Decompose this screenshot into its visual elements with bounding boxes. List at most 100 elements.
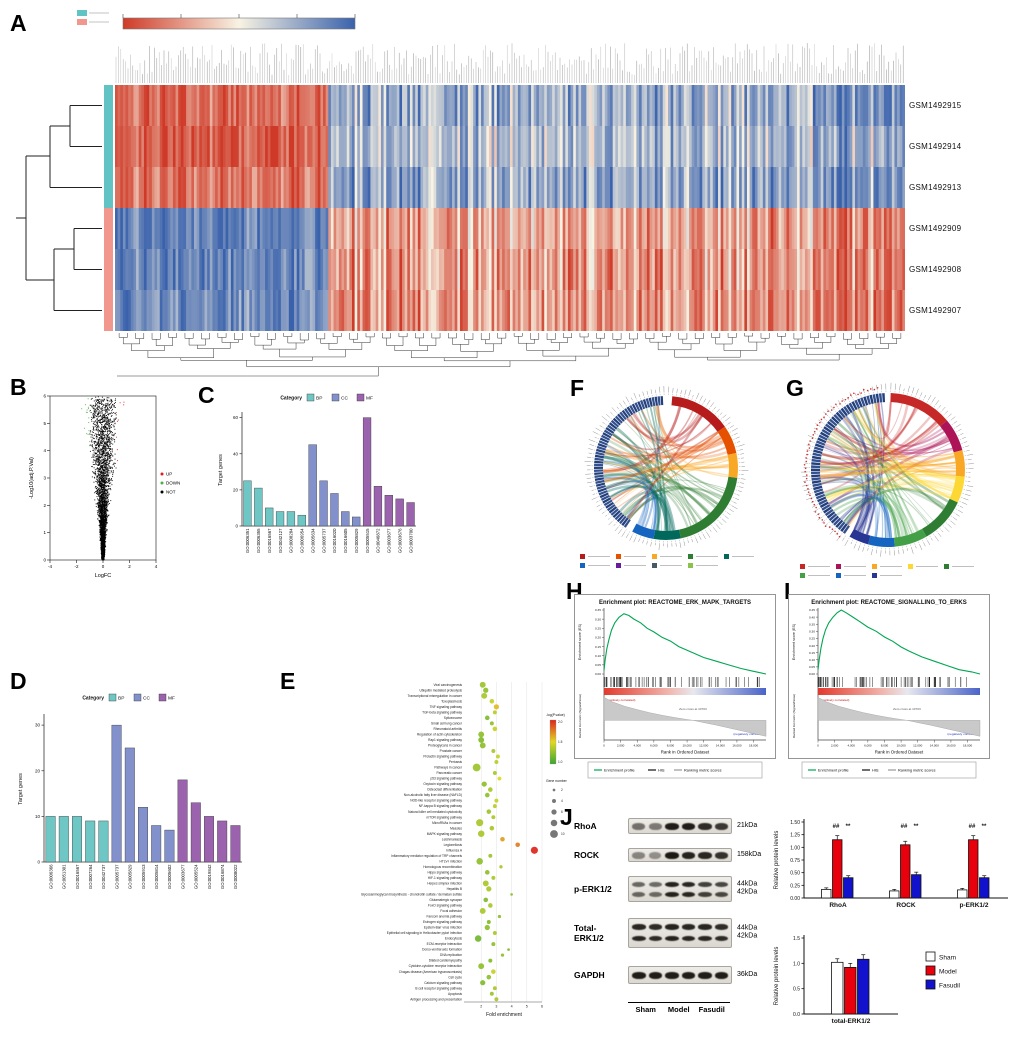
protein-label: p-ERK1/2 xyxy=(574,884,612,894)
x-tick-label: GO:0016567 xyxy=(267,528,272,553)
blot-strip xyxy=(628,818,732,834)
legend-label: MF xyxy=(366,396,373,402)
y-tick-label: 1.0 xyxy=(793,961,800,967)
pathway-dot xyxy=(530,846,538,854)
go-bar xyxy=(72,816,82,863)
go-bar xyxy=(341,511,350,527)
legend-label: Hits xyxy=(872,769,879,773)
protein-band xyxy=(648,891,662,898)
legend-label: Model xyxy=(939,969,957,976)
kda-label: 36kDa xyxy=(737,971,757,979)
category-label: ROCK xyxy=(896,902,915,909)
pathway-dot xyxy=(492,931,497,936)
sample-label: GSM1492907 xyxy=(909,306,962,315)
pathway-dot xyxy=(488,958,493,963)
y-axis-label: Target genes xyxy=(218,454,224,486)
pathway-label: Prostate cancer xyxy=(440,749,463,753)
kda-line: 42kDa xyxy=(737,933,758,940)
protein-band xyxy=(648,972,663,979)
go-bar xyxy=(204,816,214,863)
pathway-dot xyxy=(483,897,489,903)
pathway-dot xyxy=(488,853,493,858)
x-tick-label: 3 xyxy=(495,1005,497,1009)
gsea-plot-erk-mapk-targets: Enrichment plot: REACTOME_ERK_MAPK_TARGE… xyxy=(574,594,776,779)
x-tick-label: GO:0005602 xyxy=(167,864,172,889)
es-tick-label: 0.35 xyxy=(809,622,815,626)
chord-diagram-f xyxy=(566,386,771,576)
gsea-plot-signalling-to-erks: Enrichment plot: REACTOME_SIGNALLING_TO_… xyxy=(788,594,990,779)
x-tick-label: GO:0003676 xyxy=(397,528,402,553)
protein-band xyxy=(714,881,728,888)
pathway-label: Herpes simplex infection xyxy=(427,881,462,885)
size-legend-dot xyxy=(552,788,556,792)
y-tick-label: 0.5 xyxy=(793,987,800,993)
legend-swatch xyxy=(108,693,117,702)
x-tick-label: GO:0005814 xyxy=(154,864,159,889)
protein-band xyxy=(665,823,679,830)
rank-tick-label: 14,000 xyxy=(716,744,726,748)
pathway-dot xyxy=(488,787,493,792)
pathway-dot xyxy=(486,809,492,814)
protein-band xyxy=(681,972,696,979)
legend-label: Fasudil xyxy=(939,983,961,990)
pathway-label: ECM-receptor interaction xyxy=(427,942,463,946)
sample-label: GSM1492913 xyxy=(909,183,962,192)
x-axis-label: Rank in Ordered Dataset xyxy=(661,750,710,755)
pathway-dot xyxy=(491,942,496,947)
rank-tick-label: 0 xyxy=(603,744,605,748)
panel-label-e: E xyxy=(280,668,296,694)
protein-band xyxy=(632,924,646,930)
pathway-dot xyxy=(515,842,520,848)
legend-title: Category xyxy=(82,696,104,702)
x-tick-label: GO:0016020 xyxy=(332,528,337,553)
go-bar xyxy=(217,820,228,863)
pathway-label: Ubiquitin mediated proteolysis xyxy=(419,688,462,692)
protein-band xyxy=(698,881,712,888)
row-dendrogram xyxy=(16,105,102,311)
pathway-label: Rap1 signaling pathway xyxy=(428,738,462,742)
protein-band xyxy=(665,924,679,930)
pathway-label: HIF-1 signaling pathway xyxy=(428,876,463,880)
panel-label-c: C xyxy=(198,382,215,408)
x-tick-label: GO:0005737 xyxy=(114,864,119,889)
protein-band xyxy=(648,823,662,830)
x-axis-label: Fold enrichment xyxy=(486,1012,522,1018)
x-tick-label: 5 xyxy=(526,1005,528,1009)
pathway-label: Proteoglycans in cancer xyxy=(428,744,463,748)
pathway-dot xyxy=(494,798,499,803)
pathway-dot xyxy=(478,736,485,743)
pathway-dot xyxy=(479,742,486,749)
color-legend-title: -log(P.value) xyxy=(546,713,565,717)
y-tick-label: 0.0 xyxy=(793,1012,800,1018)
blot-strip xyxy=(628,918,732,948)
pathway-label: Dilated cardiomyopathy xyxy=(429,959,463,963)
neg-correlated-label: (negatively correlated) xyxy=(947,732,978,736)
column-dendrogram xyxy=(115,332,905,378)
kegg-dotplot: 2 3 4 5 6 Fold enrichment Viral carcinogenesis… xyxy=(361,681,568,1018)
rank-tick-label: 14,000 xyxy=(930,744,940,748)
protein-band xyxy=(632,891,646,898)
pathway-dot xyxy=(489,721,494,726)
rank-tick-label: 16,000 xyxy=(946,744,956,748)
pathway-dot xyxy=(492,771,497,776)
ranking-metric-area xyxy=(603,696,767,737)
bar-fasudil xyxy=(857,958,870,1015)
pathway-label: Homologous recombination xyxy=(423,865,462,869)
x-tick-label: GO:0046872 xyxy=(376,528,381,553)
rank-tick-label: 10,000 xyxy=(896,744,906,748)
legend-label: Sham xyxy=(939,955,956,962)
sig-model: ## xyxy=(969,824,976,830)
bar-sham xyxy=(831,961,844,1015)
protein-label: Total-ERK1/2 xyxy=(574,923,604,943)
protein-barchart-bottom: 0.0 0.5 1.0 1.5 total-ERK1/2 Relative protein… xyxy=(774,935,961,1025)
protein-band xyxy=(665,972,679,979)
gsea-title: Enrichment plot: REACTOME_SIGNALLING_TO_… xyxy=(811,600,966,606)
protein-band xyxy=(714,935,729,942)
category-label: total-ERK1/2 xyxy=(832,1018,871,1025)
pathway-dot xyxy=(481,781,487,787)
es-tick-label: 0.00 xyxy=(595,672,601,676)
panel-label-j: J xyxy=(560,804,573,830)
chart-mark xyxy=(788,594,990,759)
legend-swatch xyxy=(925,979,936,990)
x-tick-label: GO:0005737 xyxy=(321,528,326,553)
